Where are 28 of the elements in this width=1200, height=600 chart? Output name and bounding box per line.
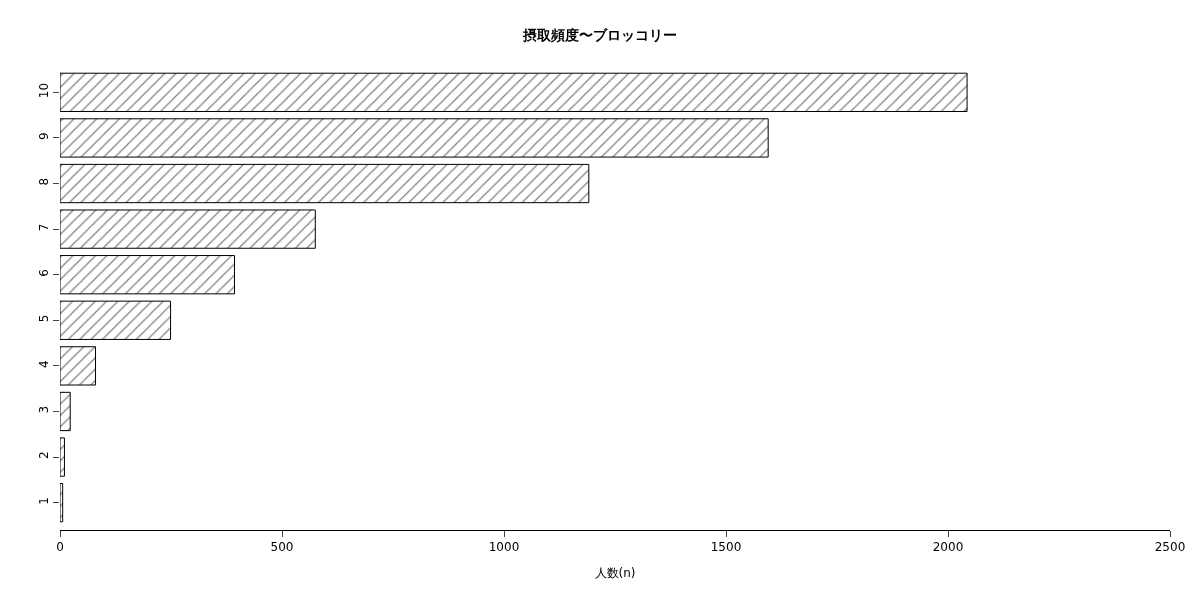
x-tick-label: 2500: [1154, 540, 1186, 555]
y-tick-label: 3: [37, 405, 52, 414]
x-tick-label: 0: [56, 540, 64, 555]
bar: [60, 72, 968, 112]
y-tick-label: 7: [37, 223, 52, 232]
x-tick-label: 1000: [488, 540, 520, 555]
y-tick-label: 6: [37, 269, 52, 277]
x-tick-label: 2000: [932, 540, 964, 555]
bar: [60, 255, 235, 295]
bar: [60, 437, 65, 477]
x-tick-label: 500: [270, 540, 294, 555]
bar: [60, 163, 590, 204]
bar: [60, 483, 64, 523]
y-tick-label: 1: [37, 497, 52, 505]
y-tick-label: 2: [37, 451, 52, 460]
y-tick-label: 5: [37, 314, 52, 323]
bar: [60, 118, 769, 158]
x-tick-label: 1500: [710, 540, 742, 555]
chart-title: 摂取頻度〜ブロッコリー: [522, 26, 677, 43]
bar: [60, 209, 316, 249]
bar: [60, 391, 71, 432]
y-tick-label: 10: [37, 82, 52, 99]
x-axis-title: 人数(n): [594, 566, 636, 581]
bar: [60, 300, 172, 340]
y-tick-label: 4: [37, 360, 52, 368]
y-tick-label: 8: [37, 177, 52, 186]
bar: [60, 346, 97, 386]
y-tick-label: 9: [37, 132, 52, 140]
